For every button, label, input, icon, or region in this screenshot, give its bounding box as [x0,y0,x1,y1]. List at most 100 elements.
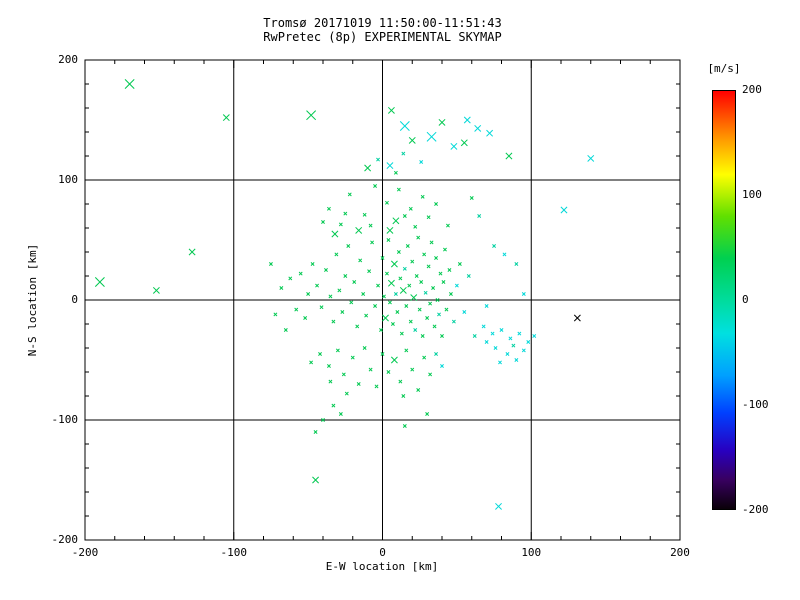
data-point [361,292,366,296]
x-tick-label: 100 [521,546,542,559]
x-tick-label: 0 [379,546,386,559]
data-point [343,274,348,278]
data-point [376,157,380,162]
data-point [124,79,135,89]
data-point [492,244,497,248]
data-point [398,379,403,384]
data-point [532,334,537,338]
data-point [432,324,437,329]
data-point [268,262,273,266]
data-point [420,194,425,199]
data-point [416,388,421,392]
data-point [94,277,105,287]
data-point [337,288,342,293]
data-point [410,259,415,264]
data-point [440,364,444,368]
data-point [431,286,436,290]
data-point [350,355,355,360]
data-point [521,348,526,353]
data-point [373,304,378,308]
data-point [368,223,373,228]
data-point [380,256,385,260]
data-point [334,252,339,257]
data-point [335,348,340,353]
y-tick-label: 0 [71,293,78,306]
data-point [328,379,333,384]
data-point [416,235,421,240]
data-point [445,223,450,228]
data-point [587,154,595,162]
data-point [466,274,471,278]
data-point [422,355,427,360]
data-point [367,269,372,274]
data-point [408,319,413,324]
data-point [349,300,354,305]
data-point [387,279,395,287]
data-point [386,238,391,242]
data-point [499,328,504,332]
y-tick-label: 200 [58,53,78,66]
data-point [425,316,430,320]
data-point [460,139,468,147]
data-point [341,372,346,377]
data-point [486,129,494,137]
data-point [498,360,502,365]
data-point [362,346,367,350]
data-point [396,250,401,254]
data-point [310,262,315,266]
data-point [340,310,345,314]
data-point [463,116,471,124]
data-point [401,151,406,156]
data-point [444,307,449,312]
data-point [401,394,406,398]
data-point [429,240,434,245]
y-tick-label: -100 [51,413,79,426]
colorbar-tick-label: -200 [742,503,769,516]
data-point [410,294,418,302]
data-point [318,352,322,356]
data-point [386,370,391,374]
data-point [402,214,407,218]
data-point [343,211,348,216]
data-point [454,283,459,288]
data-point [408,206,413,211]
data-point [514,358,519,362]
data-point [399,331,404,336]
data-point [422,252,427,257]
data-point [321,418,325,422]
data-point [331,230,339,238]
data-point [283,328,288,332]
data-point [315,283,320,288]
data-point [573,314,581,322]
data-point [443,247,447,252]
colorbar-tick-label: 200 [742,83,762,96]
data-point [326,364,331,368]
data-point [298,271,303,276]
data-point [457,262,462,266]
data-point [477,214,482,218]
data-point [387,300,392,305]
chart-title: Tromsø 20171019 11:50:00-11:51:43 [263,16,502,30]
data-point [426,215,431,220]
data-point [326,206,331,211]
data-point [404,348,409,353]
data-point [306,110,317,121]
data-point [328,294,333,299]
data-point [387,106,395,114]
data-point [472,334,477,338]
data-point [517,331,522,336]
data-point [426,264,431,269]
colorbar-tick-label: 100 [742,188,762,201]
colorbar-tick-label: 0 [742,293,749,306]
data-point [331,403,336,408]
data-point [338,412,343,416]
data-point [448,292,453,296]
data-point [331,319,336,324]
data-point [560,206,568,214]
data-point [474,124,482,132]
data-point [393,292,398,296]
data-point [484,340,489,344]
data-point [355,324,360,329]
colorbar [712,90,736,510]
data-point [511,343,516,348]
